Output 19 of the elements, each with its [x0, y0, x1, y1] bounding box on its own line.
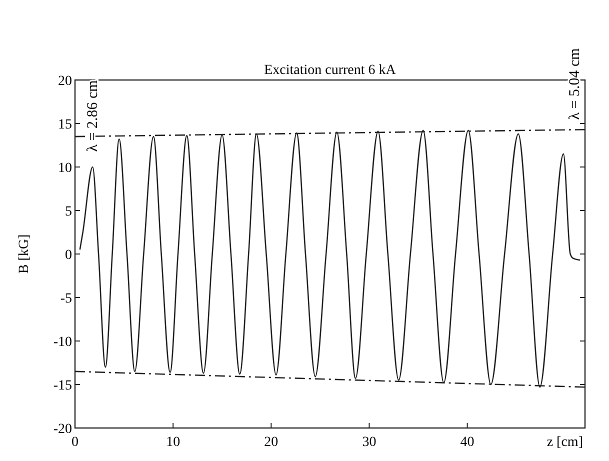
chart-title: Excitation current 6 kA — [264, 63, 397, 78]
y-tick-label: 5 — [65, 204, 72, 220]
y-tick-label: 10 — [58, 161, 72, 176]
y-axis-title: B [kG] — [17, 234, 32, 274]
y-tick-label: -10 — [53, 335, 72, 350]
x-tick-label: 20 — [264, 435, 278, 450]
y-tick-label: 20 — [58, 74, 72, 89]
y-tick-label: -5 — [60, 292, 72, 306]
annotation: λ = 5.04 cm — [567, 48, 583, 120]
x-axis-title: z [cm] — [546, 435, 583, 450]
x-tick-label: 40 — [460, 435, 474, 450]
y-tick-label: -20 — [53, 422, 72, 437]
y-tick-label: 15 — [58, 118, 72, 132]
x-tick-label: 30 — [362, 435, 376, 450]
y-tick-label: -15 — [53, 378, 72, 394]
annotation: λ = 2.86 cm — [85, 80, 101, 152]
x-tick-label: 10 — [166, 435, 180, 450]
y-tick-label: 0 — [65, 248, 72, 263]
line-series — [79, 130, 581, 388]
